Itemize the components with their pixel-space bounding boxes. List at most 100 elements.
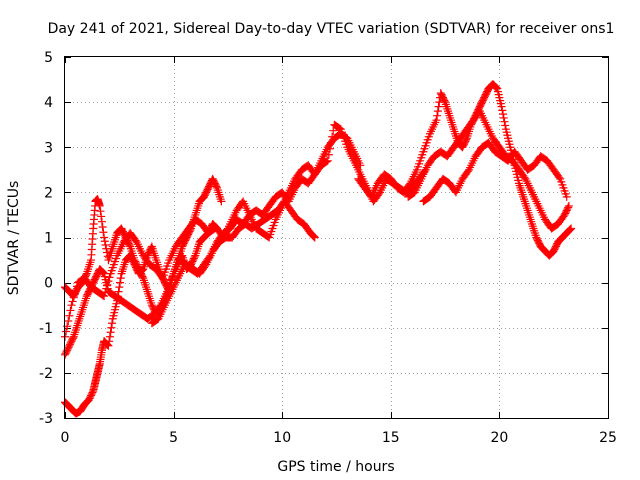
data-point	[68, 334, 77, 343]
y-tick-label: 0	[44, 276, 53, 292]
y-tick-label: -3	[39, 411, 53, 427]
data-point	[99, 228, 108, 237]
data-point	[310, 233, 319, 242]
data-point	[432, 116, 441, 125]
data-point	[105, 337, 114, 346]
series-satellite-track-G	[404, 107, 573, 233]
data-point	[67, 301, 76, 310]
series-satellite-track-A	[61, 337, 109, 418]
data-point	[566, 225, 575, 234]
data-point	[500, 117, 509, 126]
data-point	[125, 241, 134, 250]
data-point	[104, 341, 113, 350]
x-tick-label: 25	[599, 430, 617, 446]
data-point	[69, 293, 78, 302]
data-point	[105, 332, 114, 341]
data-point	[116, 278, 125, 287]
data-point	[116, 274, 125, 283]
data-point	[97, 212, 106, 221]
data-point	[104, 277, 113, 286]
data-point	[209, 225, 218, 234]
data-point	[462, 135, 471, 144]
data-point	[555, 173, 564, 182]
data-point	[103, 280, 112, 289]
data-point	[100, 237, 109, 246]
data-point	[310, 232, 319, 241]
data-point	[434, 102, 443, 111]
data-point	[97, 217, 106, 226]
tick-labels: 0 5 10 15 20 25 -3 -2 -1 0 1 2 3 4 5	[39, 50, 617, 446]
data-point	[72, 282, 81, 291]
data-point	[440, 96, 449, 105]
y-tick-label: 3	[44, 140, 53, 156]
y-tick-label: 4	[44, 95, 53, 111]
data-point	[190, 253, 199, 262]
y-tick-label: -2	[39, 366, 53, 382]
data-point	[115, 283, 124, 292]
data-point	[309, 231, 318, 240]
data-point	[98, 268, 107, 277]
x-tick-label: 15	[382, 430, 400, 446]
data-point	[71, 286, 80, 295]
data-point	[66, 306, 75, 315]
data-point	[329, 126, 338, 135]
data-point	[328, 132, 337, 141]
data-point	[113, 292, 122, 301]
data-point	[499, 113, 508, 122]
data-point	[492, 83, 501, 92]
data-point	[100, 233, 109, 242]
data-point	[114, 287, 123, 296]
data-point	[96, 207, 105, 216]
data-point	[210, 224, 219, 233]
grid	[65, 57, 608, 418]
data-point	[564, 201, 573, 210]
data-point	[327, 138, 336, 147]
data-point	[107, 323, 116, 332]
data-point	[98, 222, 107, 231]
data-point	[567, 224, 576, 233]
data-point	[324, 150, 333, 159]
data-point	[65, 311, 74, 320]
data-point	[100, 292, 109, 301]
data-point	[95, 201, 104, 210]
data-point	[564, 203, 573, 212]
data-point	[212, 182, 221, 191]
data-point	[102, 284, 111, 293]
y-tick-label: 2	[44, 185, 53, 201]
data-point	[106, 328, 115, 337]
data-point	[433, 111, 442, 120]
data-point	[68, 297, 77, 306]
y-tick-label: -1	[39, 321, 53, 337]
data-point	[325, 144, 334, 153]
data-point	[101, 241, 110, 250]
data-point	[108, 319, 117, 328]
data-point	[62, 327, 71, 336]
data-point	[105, 273, 114, 282]
series-satellite-track-I	[61, 215, 219, 341]
data-point	[101, 288, 110, 297]
series-satellite-track-H	[419, 138, 571, 206]
data-point	[64, 316, 73, 325]
data-point	[491, 83, 500, 92]
data-point	[323, 156, 332, 165]
chart-title: Day 241 of 2021, Sidereal Day-to-day VTE…	[48, 21, 615, 37]
axis-ticks	[65, 57, 609, 419]
data-point	[497, 102, 506, 111]
data-point	[499, 110, 508, 119]
data-point	[562, 192, 571, 201]
data-point	[501, 121, 510, 130]
data-point	[498, 106, 507, 115]
data-point	[113, 296, 122, 305]
x-axis-label: GPS time / hours	[277, 459, 394, 475]
data-points	[61, 80, 576, 418]
x-tick-label: 5	[169, 430, 178, 446]
y-tick-label: 1	[44, 231, 53, 247]
data-point	[70, 289, 79, 298]
plot-area-border	[64, 56, 609, 419]
x-tick-label: 10	[273, 430, 291, 446]
series-satellite-track-F	[354, 80, 576, 260]
x-tick-label: 0	[61, 430, 70, 446]
x-tick-label: 20	[490, 430, 508, 446]
data-point	[217, 197, 226, 206]
